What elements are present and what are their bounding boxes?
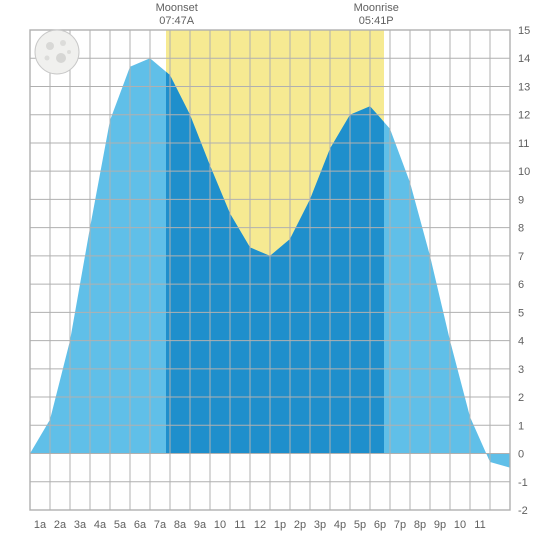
x-axis-label: 2a [54,519,67,531]
x-axis-label: 9p [434,519,446,531]
x-axis-label: 5p [354,519,366,531]
x-axis-label: 12 [254,519,266,531]
y-axis-label: 3 [518,364,524,376]
moonset-time: 07:47A [159,15,194,27]
x-axis-label: 6a [134,519,147,531]
x-axis-label: 11 [474,519,485,531]
y-axis-label: 14 [518,53,530,65]
moonset-title: Moonset [156,2,198,14]
y-axis-label: 10 [518,166,530,178]
x-axis-label: 7a [154,519,167,531]
x-axis-label: 8p [414,519,426,531]
y-axis-label: 4 [518,336,524,348]
x-axis-label: 4p [334,519,346,531]
moonset-label: Moonset 07:47A [156,2,198,28]
y-axis-label: 2 [518,392,524,404]
y-axis-label: 8 [518,223,524,235]
x-axis-label: 9a [194,519,207,531]
x-axis-label: 2p [294,519,306,531]
x-axis-label: 5a [114,519,127,531]
y-axis-label: 6 [518,279,524,291]
y-axis-label: 7 [518,251,524,263]
y-axis-label: 13 [518,81,530,93]
x-axis-label: 10 [454,519,466,531]
x-axis-label: 7p [394,519,406,531]
x-axis-label: 3p [314,519,326,531]
chart-svg: 1a2a3a4a5a6a7a8a9a1011121p2p3p4p5p6p7p8p… [0,0,550,550]
tide-chart: Moonset 07:47A Moonrise 05:41P 1a 2a 3a 4a 5… [0,0,550,550]
x-axis-label: 1p [274,519,286,531]
x-axis-label: 3a [74,519,87,531]
moonrise-label: Moonrise 05:41P [354,2,399,28]
y-axis-label: 0 [518,449,524,461]
y-axis-label: -2 [518,505,528,517]
x-axis-label: 8a [174,519,187,531]
y-axis-label: 11 [518,138,529,150]
x-axis-label: 1a [34,519,47,531]
y-axis-label: -1 [518,477,528,489]
y-axis-label: 1 [518,420,524,432]
x-axis-label: 10 [214,519,226,531]
x-axis-label: 11 [234,519,245,531]
y-axis-label: 9 [518,194,524,206]
moonrise-title: Moonrise [354,2,399,14]
y-axis-label: 5 [518,307,524,319]
moonrise-time: 05:41P [359,15,394,27]
moon-phase-icon [33,28,81,76]
y-axis-label: 15 [518,25,530,37]
x-axis-label: 6p [374,519,386,531]
y-axis-label: 12 [518,110,530,122]
x-axis-label: 4a [94,519,107,531]
